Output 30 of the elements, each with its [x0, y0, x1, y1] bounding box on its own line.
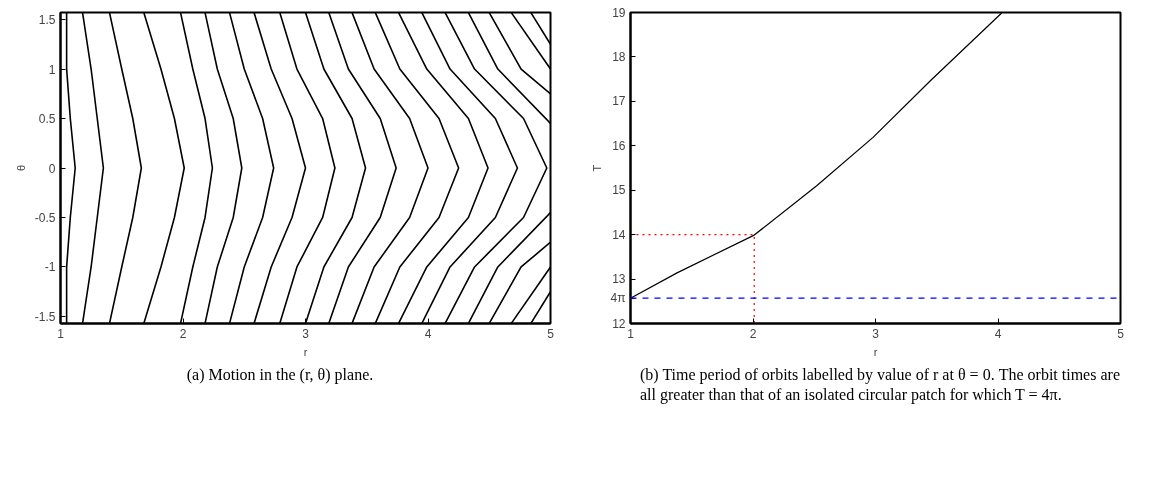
y-tick-label: -1 — [44, 260, 56, 275]
x-tick-label: 3 — [872, 326, 880, 341]
y-tick-label: -0.5 — [34, 210, 56, 225]
text: (a) Motion in the (r, θ) plane. — [186, 365, 374, 385]
y-axis-title: T — [590, 164, 603, 172]
y-tick-label: 15 — [612, 183, 626, 198]
y-tick-label: 14 — [612, 227, 626, 242]
x-tick-label: 3 — [302, 326, 310, 341]
x-tick-label: 4 — [994, 326, 1002, 341]
x-axis-title: r — [873, 345, 878, 358]
x-tick-label: 5 — [547, 326, 555, 341]
y-tick-label: -1.5 — [34, 309, 56, 324]
y-tick-label: 1.5 — [38, 13, 56, 28]
y-tick-label: 16 — [612, 138, 626, 153]
y-tick-label: 1 — [48, 62, 56, 77]
y-tick-label: 0.5 — [38, 112, 56, 127]
x-tick-label: 2 — [749, 326, 757, 341]
x-axis-title: r — [303, 345, 308, 358]
y-tick-label: 18 — [612, 49, 626, 64]
text: (b) Time period of orbits labelled by value of r at θ = 0. The orbit times are all greater than that of an isolated circular patch for which T = 4π. — [640, 365, 1120, 405]
y-tick-label: 19 — [612, 5, 626, 20]
y-tick-label: 12 — [612, 316, 626, 331]
y-tick-label: 4π — [610, 291, 626, 306]
x-tick-label: 5 — [1117, 326, 1125, 341]
y-tick-label: 17 — [612, 94, 626, 109]
x-tick-label: 4 — [424, 326, 432, 341]
y-axis-title: θ — [14, 164, 27, 172]
y-tick-label: 0 — [48, 161, 56, 176]
y-tick-label: 13 — [612, 272, 626, 287]
x-tick-label: 2 — [179, 326, 187, 341]
